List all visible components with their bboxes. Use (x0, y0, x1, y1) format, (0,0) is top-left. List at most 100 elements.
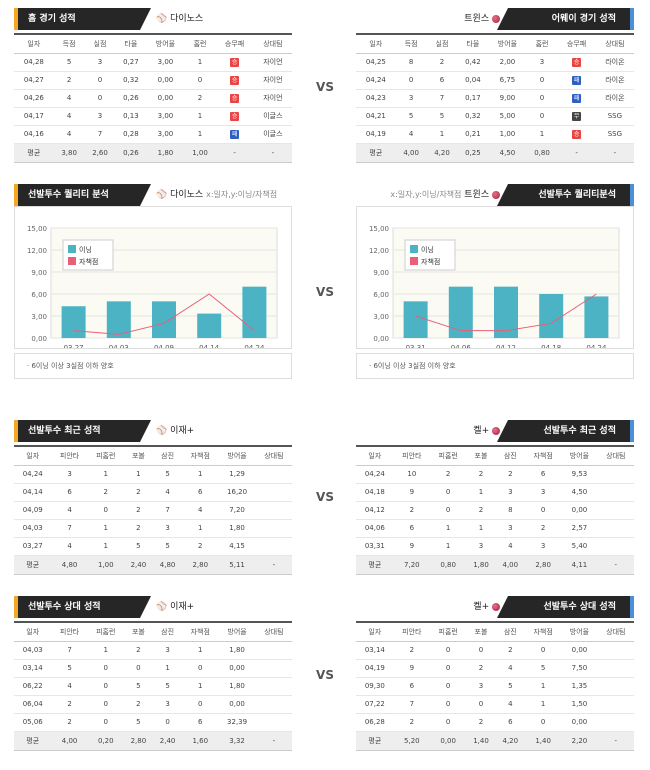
column-header: 방어율 (561, 445, 598, 466)
table-cell: 04,09 (14, 501, 52, 520)
table-cell: 1 (426, 125, 458, 144)
table-cell: 라이온 (595, 89, 634, 108)
table-cell: 0 (526, 107, 558, 126)
x-tick-label: 03,27 (64, 344, 84, 348)
home-record-table: 일자 득점 실점 타율 방어율 홈런 승무패 상대팀 04,28 5 3 0,27 3,00 1 승 자이언 0… (14, 33, 292, 163)
table-cell: 9,00 (488, 89, 527, 108)
table-cell: 6 (524, 465, 562, 484)
table-cell (255, 537, 292, 556)
vs-label: VS (316, 668, 334, 682)
team-name: 다이노스 (170, 14, 204, 24)
table-cell: 04,03 (14, 519, 52, 538)
pitcher-name: 켈+ (473, 602, 490, 612)
x-tick-label: 04,18 (541, 344, 561, 348)
average-cell: - (255, 731, 292, 751)
table-cell: 9 (393, 659, 430, 678)
quality-left-panel: 선발투수 퀄리티 분석 ⚾ 다이노스 x:일자,y:이닝/자책점 0,00 3,0… (14, 184, 292, 379)
table-cell: 0 (430, 713, 467, 732)
table-row: 04,18 9 0 1 3 3 4,50 (356, 483, 634, 502)
table-cell: 4 (395, 125, 427, 144)
table-cell: 04,21 (356, 107, 396, 126)
table-cell: 2 (393, 713, 430, 732)
table-row: 04,03 7 1 2 3 1 1,80 (14, 641, 292, 660)
column-header: 상대팀 (255, 445, 292, 466)
table-cell: 04,14 (14, 483, 52, 502)
panel-title: 선발투수 최근 성적 (497, 420, 634, 442)
panel-title: 선발투수 최근 성적 (14, 420, 151, 442)
table-cell: 04,03 (14, 641, 52, 660)
table-cell (597, 537, 634, 556)
table-cell (597, 483, 634, 502)
table-cell (255, 519, 292, 538)
result-badge: 패 (572, 75, 582, 85)
average-cell: 5,20 (393, 731, 430, 751)
table-cell (255, 465, 292, 484)
table-cell: 0 (184, 71, 216, 90)
table-cell: 0,00 (218, 659, 256, 678)
table-row: 04,06 6 1 1 3 2 2,57 (356, 519, 634, 538)
table-cell: 2 (466, 713, 496, 732)
table-row: 06,04 2 0 2 3 0 0,00 (14, 695, 292, 714)
table-cell: 승 (215, 53, 254, 72)
table-cell: 9 (393, 483, 430, 502)
table-cell: 4 (53, 125, 85, 144)
column-header: 포볼 (466, 621, 496, 642)
vs-label: VS (316, 285, 334, 299)
table-cell (255, 713, 292, 732)
y-tick-label: 15,00 (27, 225, 47, 233)
table-row: 04,16 4 7 0,28 3,00 1 패 이글스 (14, 125, 292, 144)
table-cell: 0 (466, 641, 496, 660)
table-cell: 0,32 (457, 107, 489, 126)
table-cell: 3 (524, 483, 562, 502)
table-cell: 03,27 (14, 537, 52, 556)
table-cell: 패 (557, 71, 596, 90)
column-header: 피안타 (51, 445, 88, 466)
table-cell: 5,40 (561, 537, 598, 556)
x-tick-label: 03,31 (406, 344, 426, 348)
table-cell: 04,18 (356, 483, 394, 502)
average-row: 평균 4,00 0,20 2,80 2,40 1,60 3,32- (14, 731, 292, 751)
average-cell: 평균 (14, 731, 52, 751)
table-cell: 0,00 (146, 71, 185, 90)
table-cell: 3 (495, 519, 525, 538)
table-cell: 2 (466, 501, 496, 520)
twins-logo-icon (492, 426, 500, 435)
table-cell (597, 659, 634, 678)
table-cell: 4 (53, 89, 85, 108)
table-cell: 2 (123, 501, 153, 520)
x-tick-label: 04,09 (154, 344, 174, 348)
table-cell: 04,06 (356, 519, 394, 538)
bar-innings (197, 313, 222, 338)
table-cell: 5 (123, 713, 153, 732)
twins-logo-icon (492, 190, 500, 199)
x-tick-label: 04,12 (496, 344, 516, 348)
bar-innings (61, 306, 86, 338)
table-cell: 1 (87, 537, 124, 556)
table-cell: 0 (466, 695, 496, 714)
x-tick-label: 04,03 (109, 344, 129, 348)
table-cell: 3 (84, 107, 116, 126)
home-record-panel: 홈 경기 성적 ⚾ 다이노스 일자 득점 실점 타율 방어율 홈런 승무패 상대팀 04,28 5… (14, 8, 292, 163)
table-cell: 05,06 (14, 713, 52, 732)
average-cell: - (557, 143, 596, 163)
result-badge: 승 (230, 57, 240, 67)
average-cell: 2,40 (123, 555, 153, 575)
table-cell (597, 695, 634, 714)
average-cell: 1,80 (146, 143, 185, 163)
column-header: 삼진 (152, 445, 183, 466)
table-cell: 5 (152, 465, 183, 484)
bar-innings (152, 301, 176, 338)
table-cell: 5 (53, 53, 85, 72)
table-cell: 7,20 (218, 501, 256, 520)
table-cell: 5 (152, 537, 183, 556)
table-cell: 2 (495, 641, 525, 660)
table-cell: 0 (182, 695, 219, 714)
table-row: 04,24 0 6 0,04 6,75 0 패 라이온 (356, 71, 634, 90)
table-cell: 03,14 (356, 641, 394, 660)
average-cell: 5,11 (218, 555, 256, 575)
x-tick-label: 04,14 (199, 344, 220, 348)
table-cell: 5 (524, 659, 562, 678)
table-cell: 승 (557, 125, 596, 144)
table-cell: 0,27 (115, 53, 147, 72)
y-tick-label: 6,00 (373, 291, 389, 299)
